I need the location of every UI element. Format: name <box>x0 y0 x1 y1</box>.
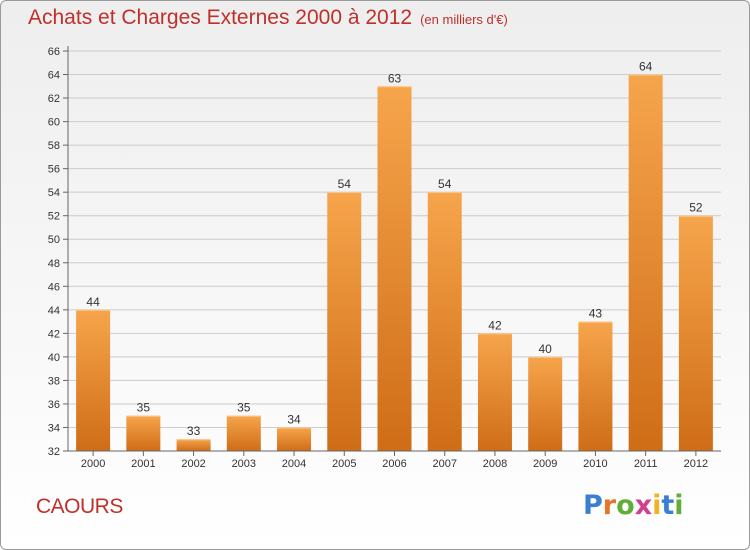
y-tick-label: 64 <box>48 70 60 82</box>
x-tick-label: 2011 <box>634 458 658 470</box>
logo-letter: i <box>674 490 684 521</box>
x-tick-label: 2008 <box>483 458 507 470</box>
bar <box>528 356 563 451</box>
x-tick-label: 2000 <box>81 458 105 470</box>
bar <box>427 192 462 452</box>
chart-title-text: Achats et Charges Externes 2000 à 2012 <box>28 6 413 29</box>
logo-letter: o <box>616 490 635 521</box>
x-tick-label: 2009 <box>533 458 557 470</box>
y-tick-label: 44 <box>48 305 60 317</box>
x-tick-label: 2001 <box>131 458 155 470</box>
bars: 44 35 33 35 34 54 63 54 42 40 43 64 52 <box>76 60 713 452</box>
y-tick-label: 52 <box>48 211 60 223</box>
x-tick-label: 2010 <box>583 458 607 470</box>
y-tick-label: 40 <box>48 352 60 364</box>
y-tick-label: 60 <box>48 117 60 129</box>
data-label: 40 <box>539 342 553 356</box>
x-axis: 2000 2001 2002 2003 2004 2005 2006 2007 2008 2009… <box>68 450 721 470</box>
data-label: 34 <box>287 412 301 426</box>
x-tick-label: 2012 <box>684 458 708 470</box>
bar <box>578 321 613 451</box>
x-tick-label: 2002 <box>181 458 205 470</box>
y-tick-label: 56 <box>48 164 60 176</box>
data-label: 63 <box>388 71 402 85</box>
bar <box>277 427 312 451</box>
y-tick-label: 38 <box>48 375 60 387</box>
commune-name: CAOURS <box>36 495 123 518</box>
bar <box>226 415 261 451</box>
y-tick-label: 50 <box>48 234 60 246</box>
y-tick-label: 58 <box>48 140 60 152</box>
logo-letter: x <box>634 490 653 521</box>
data-label: 43 <box>589 307 603 321</box>
bar <box>327 192 362 452</box>
data-label: 42 <box>488 318 502 332</box>
bar <box>678 215 713 451</box>
data-label: 44 <box>86 295 100 309</box>
bar <box>76 309 111 451</box>
proxiti-logo: Proxiti <box>583 490 684 521</box>
data-label: 64 <box>639 60 653 74</box>
data-label: 33 <box>187 424 201 438</box>
logo-letter: i <box>652 490 662 521</box>
y-tick-label: 42 <box>48 328 60 340</box>
chart-subtitle: (en milliers d'€) <box>420 12 508 27</box>
logo-letter: t <box>661 490 675 521</box>
y-tick-label: 66 <box>48 46 60 58</box>
x-tick-label: 2003 <box>232 458 256 470</box>
y-axis: 32 34 36 38 40 42 44 46 48 50 52 54 56 58 60 62 64 66 <box>48 46 69 458</box>
bar <box>126 415 161 451</box>
data-label: 54 <box>338 177 352 191</box>
x-tick-label: 2006 <box>382 458 406 470</box>
data-label: 35 <box>137 401 151 415</box>
data-label: 54 <box>438 177 452 191</box>
bar <box>477 333 512 451</box>
logo-letter: P <box>583 490 603 521</box>
data-label: 35 <box>237 401 251 415</box>
y-tick-label: 62 <box>48 93 60 105</box>
y-tick-label: 32 <box>48 446 60 458</box>
y-tick-label: 34 <box>48 422 60 434</box>
y-tick-label: 54 <box>48 187 60 199</box>
bar <box>628 74 663 451</box>
y-tick-label: 48 <box>48 258 60 270</box>
x-tick-label: 2007 <box>432 458 456 470</box>
y-tick-label: 46 <box>48 281 60 293</box>
bar <box>377 86 412 451</box>
chart-title: Achats et Charges Externes 2000 à 2012 (e… <box>28 6 508 30</box>
x-tick-label: 2005 <box>332 458 356 470</box>
y-tick-label: 36 <box>48 399 60 411</box>
x-tick-label: 2004 <box>282 458 306 470</box>
data-label: 52 <box>689 201 703 215</box>
bar <box>176 439 211 451</box>
logo-letter: r <box>602 490 617 521</box>
